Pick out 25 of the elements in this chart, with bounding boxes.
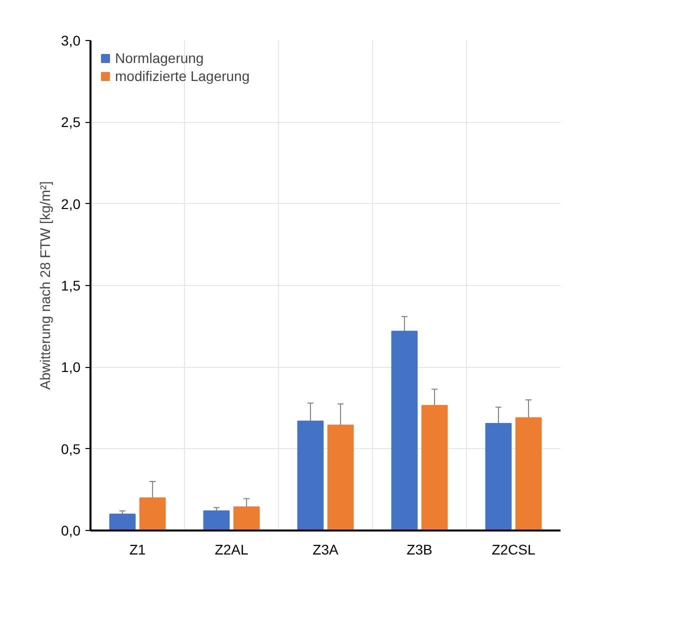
y-tick-label: 2,5 — [61, 114, 81, 130]
y-axis-title: Abwitterung nach 28 FTW [kg/m²] — [37, 181, 54, 390]
bar — [139, 497, 166, 530]
bar — [391, 330, 418, 530]
y-tick-label: 1,5 — [61, 278, 81, 294]
bar — [421, 405, 448, 530]
y-tick-label: 2,0 — [61, 196, 81, 212]
bar — [109, 514, 136, 530]
x-tick-label: Z2CSL — [492, 542, 536, 558]
x-tick-label: Z3A — [312, 542, 339, 558]
x-tick-label: Z1 — [129, 542, 146, 558]
bar — [297, 420, 324, 530]
y-tick-label: 0,0 — [61, 522, 81, 538]
x-tick-label: Z3B — [406, 542, 432, 558]
y-tick-label: 0,5 — [61, 440, 81, 457]
bar — [203, 510, 230, 530]
legend-label: Normlagerung — [115, 50, 204, 66]
y-tick-label: 1,0 — [61, 359, 81, 376]
bar — [233, 506, 260, 530]
bar — [327, 424, 354, 530]
bar — [515, 417, 542, 530]
bar — [485, 423, 512, 530]
x-tick-label: Z2AL — [214, 542, 248, 558]
legend-label: modifizierte Lagerung — [115, 68, 250, 84]
y-tick-label: 3,0 — [61, 32, 81, 48]
